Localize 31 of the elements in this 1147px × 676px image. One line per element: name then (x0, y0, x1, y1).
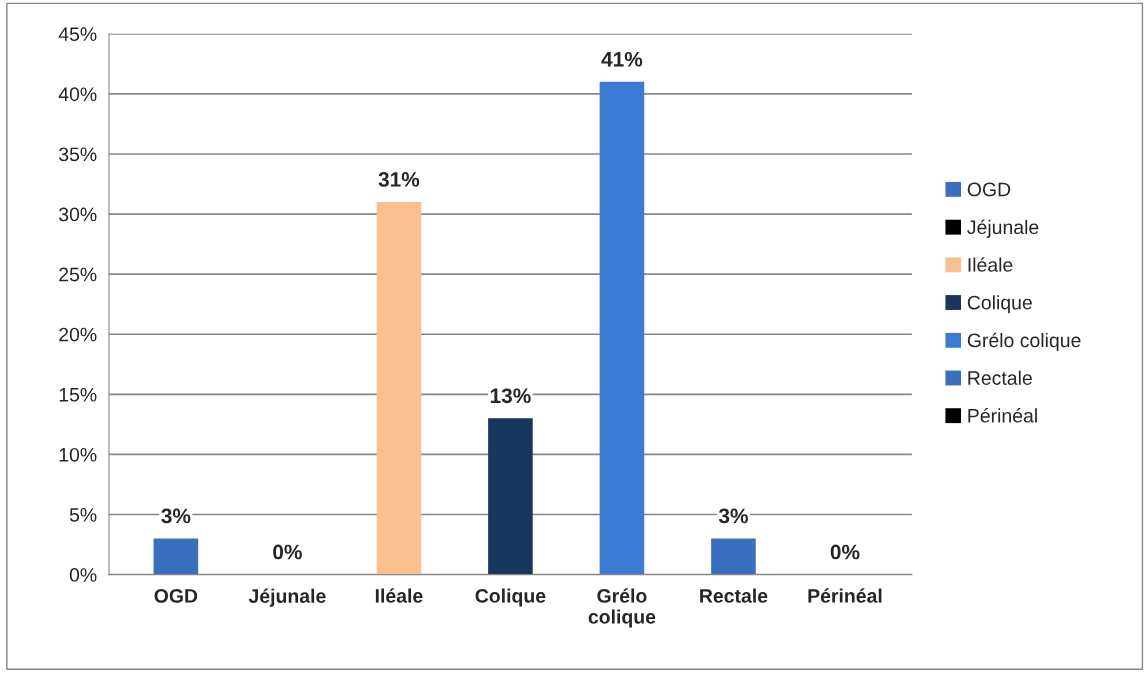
data-label: 31% (378, 172, 420, 187)
y-tick-label: 35% (58, 147, 97, 162)
data-label: 41% (601, 51, 643, 67)
legend-label: Rectale (968, 370, 1032, 385)
legend-label: Iléale (968, 257, 1013, 272)
legend-label: OGD (967, 182, 1011, 197)
data-label: 13% (490, 388, 531, 404)
y-tick-label: 0% (69, 568, 97, 582)
y-tick-label: 5% (69, 508, 97, 522)
x-tick-label: OGD (154, 589, 198, 603)
legend-label: Périnéal (968, 408, 1037, 423)
x-tick-label: Rectale (700, 588, 768, 603)
x-tick-label: Jéjunale (248, 588, 326, 607)
legend-label: Jéjunale (967, 219, 1039, 238)
x-tick-label: Iléale (375, 588, 423, 603)
y-tick-label: 20% (59, 327, 97, 342)
x-tick-label: Grélo colique (588, 588, 656, 628)
data-label: 3% (718, 508, 748, 524)
x-tick-label: Colique (475, 588, 546, 607)
data-label: 3% (161, 508, 191, 524)
y-tick-label: 10% (59, 447, 97, 462)
y-tick-label: 15% (59, 387, 97, 402)
y-tick-label: 25% (59, 267, 97, 282)
legend-label: Grélo colique (967, 332, 1081, 352)
data-label: 0% (273, 544, 302, 560)
data-label: 0% (830, 544, 860, 560)
legend-label: Colique (967, 295, 1032, 314)
y-tick-label: 30% (58, 207, 97, 222)
y-tick-label: 45% (58, 27, 97, 42)
y-tick-label: 40% (58, 87, 97, 102)
x-tick-label: Périnéal (808, 588, 882, 603)
